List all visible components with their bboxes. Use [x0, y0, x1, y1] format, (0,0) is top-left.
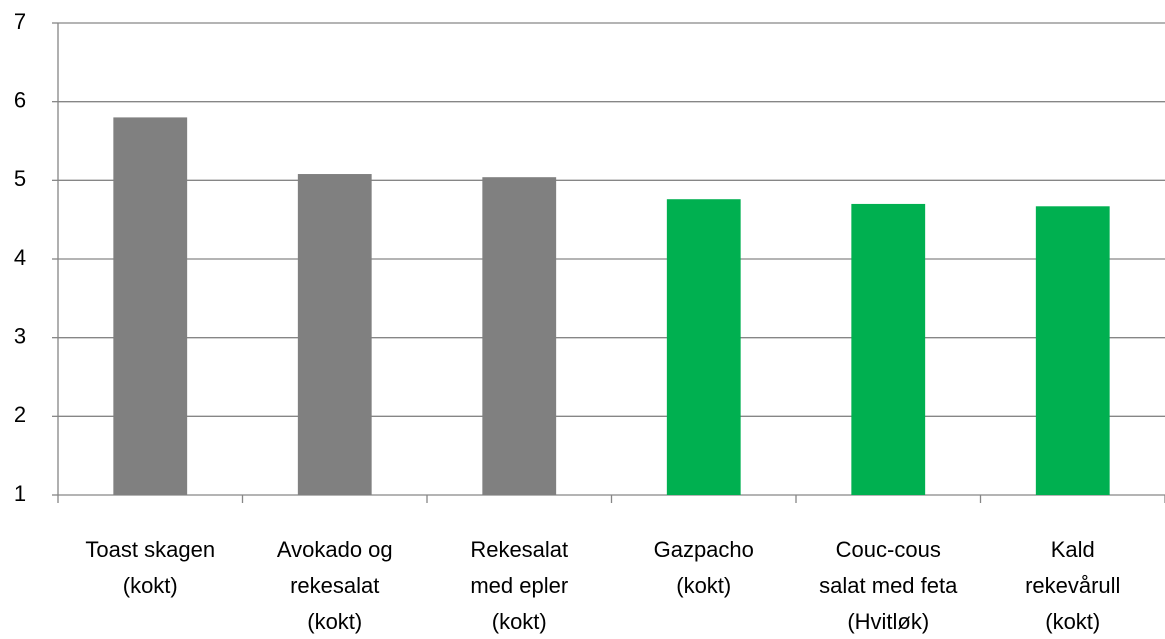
bar: [113, 117, 188, 496]
x-tick-label: Gazpacho (kokt): [653, 537, 754, 598]
y-tick-label: 6: [14, 87, 26, 112]
x-tick-label: Toast skagen (kokt): [85, 537, 216, 598]
y-tick-label: 3: [14, 323, 26, 348]
y-tick-label: 2: [14, 402, 26, 427]
bar: [666, 199, 741, 496]
bar: [851, 203, 926, 495]
x-tick-label: Kald rekevårull (kokt): [1025, 537, 1121, 634]
y-tick-label: 5: [14, 166, 26, 191]
y-tick-label: 7: [14, 9, 26, 34]
y-tick-label: 4: [14, 245, 26, 270]
y-tick-label: 1: [14, 481, 26, 506]
bar: [1035, 206, 1110, 495]
x-tick-label: Avokado og rekesalat (kokt): [276, 537, 393, 634]
bar: [297, 174, 372, 496]
bar: [482, 177, 557, 496]
x-tick-label: Rekesalat med epler (kokt): [470, 537, 569, 634]
x-tick-label: Couc-cous salat med feta (Hvitløk): [819, 537, 958, 634]
